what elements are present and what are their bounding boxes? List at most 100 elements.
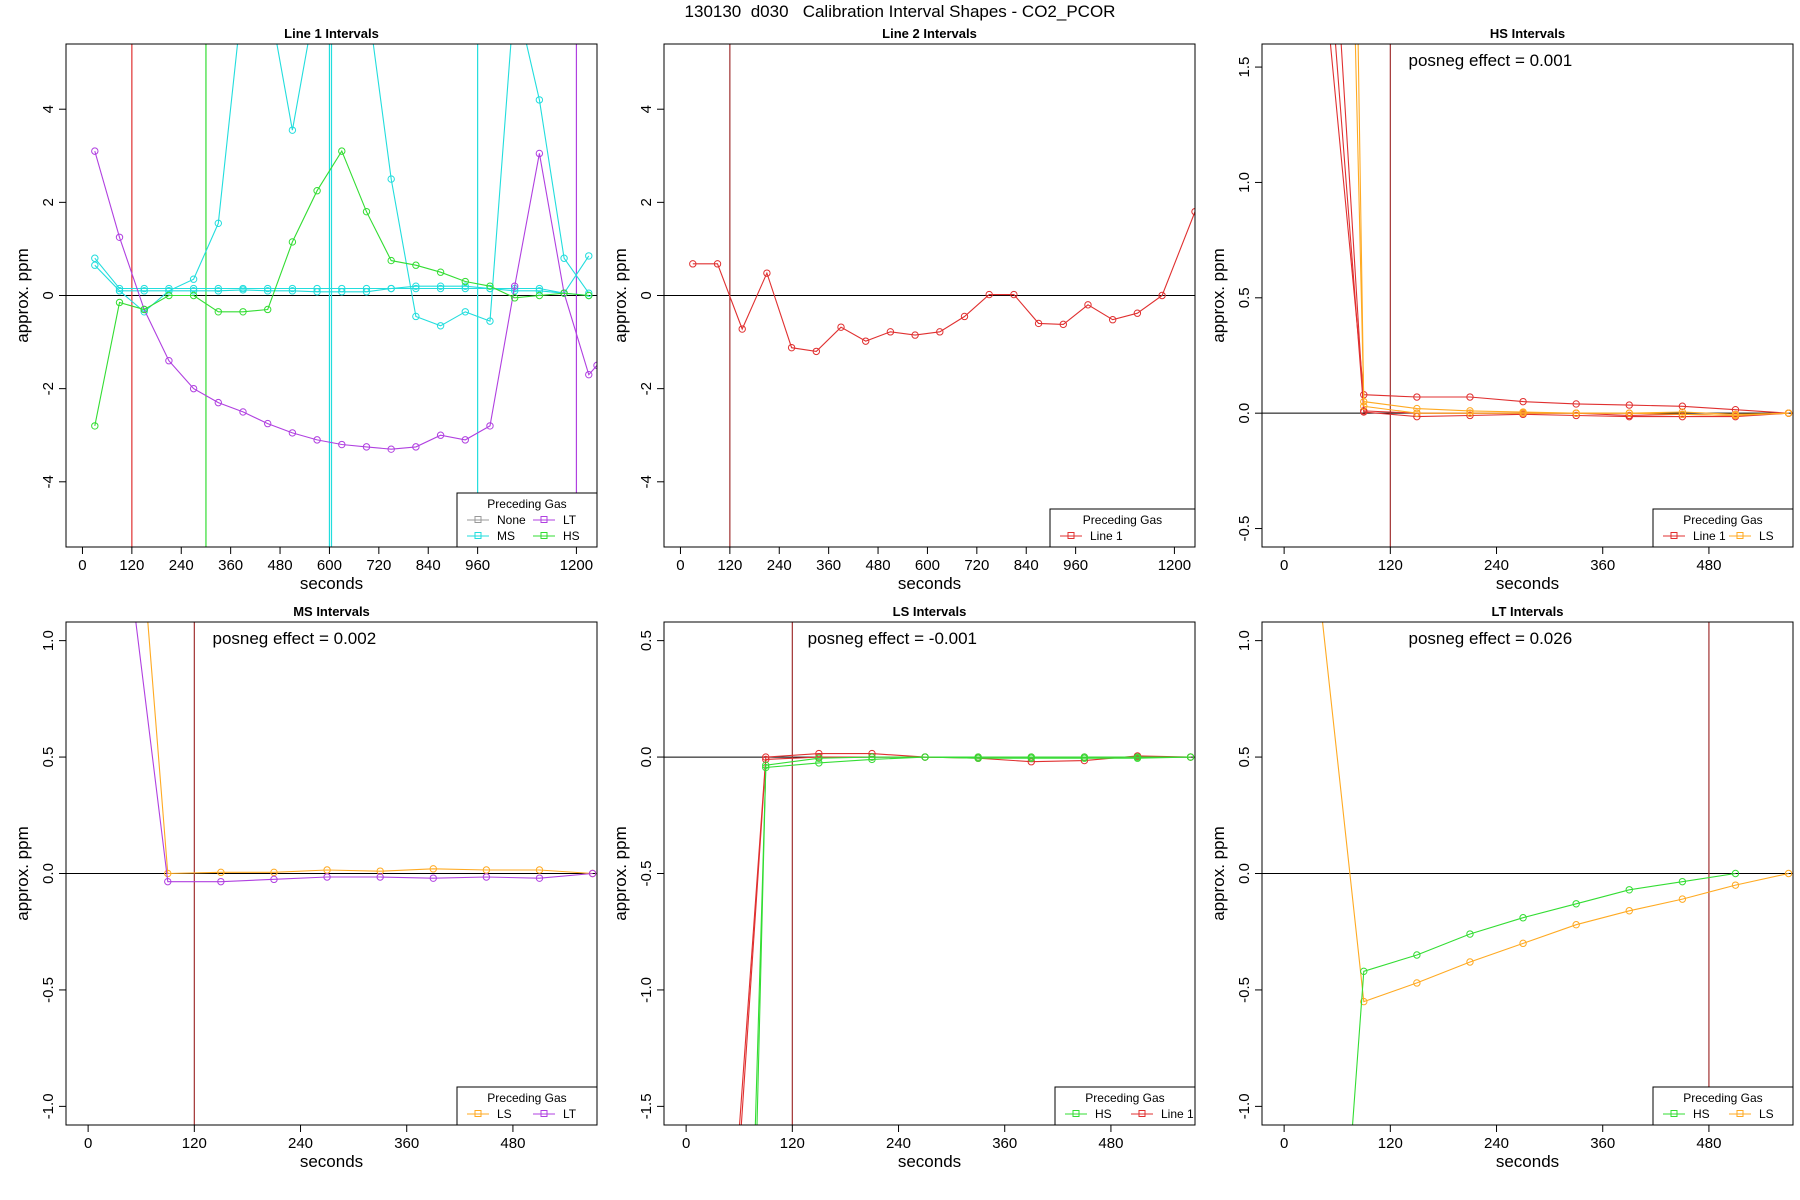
data-point [91, 261, 99, 269]
data-point [1158, 291, 1166, 300]
x-tick-label: 360 [992, 1135, 1017, 1152]
y-tick-label: 1.0 [1236, 630, 1253, 651]
data-point [115, 233, 124, 241]
x-tick-label: 240 [288, 1135, 313, 1152]
data-point [815, 754, 823, 762]
data-point [486, 317, 494, 325]
data-point [1413, 404, 1421, 413]
data-point [510, 294, 519, 302]
data-point [362, 207, 371, 216]
data-point [1519, 939, 1527, 948]
data-point [588, 869, 597, 878]
data-point [1413, 409, 1421, 417]
data-point [1466, 411, 1474, 420]
data-point [239, 408, 247, 416]
y-tick-label: 1.5 [1236, 57, 1253, 78]
series-line-line-1 [1329, 44, 1789, 414]
plot-frame [663, 621, 1196, 1126]
data-point [189, 287, 198, 295]
legend-title: Preceding Gas [1683, 1091, 1762, 1105]
x-tick-label: 0 [1280, 1135, 1288, 1152]
data-point [461, 277, 469, 286]
data-point [486, 284, 494, 293]
series-line-ms [119, 44, 590, 327]
data-point [263, 287, 272, 295]
legend-title: Preceding Gas [487, 497, 566, 511]
data-point [1519, 409, 1527, 417]
y-tick-label: 1.0 [1236, 172, 1253, 193]
y-tick-label: 2 [40, 198, 57, 206]
plot-area [1262, 622, 1793, 1125]
chart-title: HS Intervals [1490, 26, 1565, 41]
data-point [436, 282, 445, 290]
x-tick-label: 120 [780, 1135, 805, 1152]
data-point [461, 436, 469, 444]
legend: Preceding Gas Line 1 LS [1652, 508, 1794, 548]
y-tick-label: 0.0 [1236, 863, 1253, 884]
data-point [486, 282, 494, 290]
data-point [412, 261, 420, 269]
x-tick-label: 1200 [1158, 557, 1191, 574]
data-point [960, 312, 969, 321]
legend-label: Line 1 [1090, 529, 1123, 543]
y-axis-label: approx. ppm [1209, 248, 1228, 343]
y-tick-label: 0.5 [1236, 747, 1253, 768]
data-point [387, 175, 395, 183]
legend-title: Preceding Gas [1083, 513, 1162, 527]
data-point [535, 866, 544, 874]
data-point [338, 147, 346, 155]
y-tick-label: -1.0 [40, 1093, 57, 1119]
data-point [560, 254, 568, 262]
y-tick-label: 0.5 [1236, 287, 1253, 308]
data-point [1678, 412, 1687, 421]
data-point [214, 308, 223, 316]
data-point [1059, 320, 1067, 329]
x-tick-label: 240 [1484, 1135, 1509, 1152]
data-point [1360, 408, 1368, 416]
data-point [1466, 407, 1474, 415]
y-tick-label: -1.5 [638, 1093, 655, 1119]
data-point [461, 308, 469, 316]
data-point [1413, 951, 1421, 959]
data-point [115, 298, 124, 307]
data-point [323, 873, 331, 881]
y-tick-label: 0.5 [638, 630, 655, 651]
x-tick-label: 360 [218, 557, 243, 574]
data-point [1080, 754, 1089, 762]
series-line-line-1 [692, 211, 1195, 352]
x-axis-label: seconds [300, 1152, 363, 1171]
x-axis-label: seconds [898, 1152, 961, 1171]
data-point [263, 305, 272, 314]
legend-box [1652, 508, 1794, 548]
data-point [1625, 401, 1633, 409]
data-point [985, 290, 993, 299]
x-tick-label: 480 [866, 557, 891, 574]
data-point [288, 238, 297, 246]
data-point [1678, 877, 1687, 886]
x-tick-label: 240 [886, 1135, 911, 1152]
y-tick-label: -1.0 [1236, 1093, 1253, 1119]
data-point [763, 269, 771, 277]
y-axis-label: approx. ppm [13, 826, 32, 921]
data-point [1186, 753, 1195, 761]
data-point [1413, 393, 1421, 401]
data-point [787, 343, 796, 352]
x-tick-label: 120 [119, 557, 144, 574]
x-tick-label: 960 [465, 557, 490, 574]
legend-box [456, 1086, 598, 1126]
data-point [762, 761, 770, 769]
legend: Preceding Gas None LT MS HS [456, 492, 598, 548]
x-tick-label: 360 [394, 1135, 419, 1152]
x-tick-label: 600 [317, 557, 342, 574]
data-point [288, 287, 297, 295]
plot-area [1262, 44, 1793, 547]
data-point [1572, 921, 1580, 929]
y-axis-label: approx. ppm [1209, 826, 1228, 921]
legend-title: Preceding Gas [1085, 1091, 1164, 1105]
series-line-ls [147, 622, 593, 875]
legend-swatch-marker [1736, 1110, 1744, 1117]
data-point [1678, 402, 1687, 410]
legend-box [1049, 508, 1196, 548]
